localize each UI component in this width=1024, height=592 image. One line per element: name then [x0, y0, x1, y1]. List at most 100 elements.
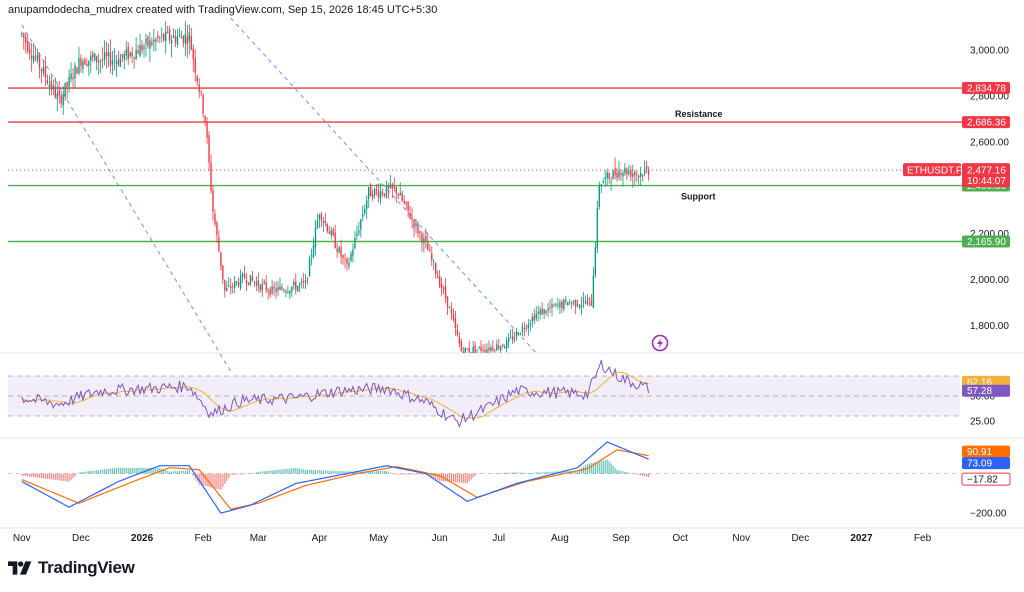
candle-body	[480, 346, 482, 351]
candle-body	[498, 345, 500, 349]
time-axis-label: Mar	[250, 533, 268, 544]
candle-body	[78, 58, 80, 74]
candle-body	[277, 287, 279, 291]
candle-body	[444, 286, 447, 299]
candle-body	[346, 258, 348, 264]
candle-body	[151, 41, 153, 45]
candle-body	[362, 214, 364, 218]
candle-body	[121, 54, 124, 58]
candle-body	[547, 308, 549, 311]
candle-body	[32, 55, 35, 62]
candle-body	[34, 56, 37, 58]
macd-line	[21, 441, 649, 514]
candle-body	[297, 285, 299, 291]
candle-body	[232, 286, 234, 288]
candle-body	[202, 94, 204, 114]
candle-body	[332, 229, 334, 236]
macd-value-badge-bg	[962, 445, 1010, 458]
candle-body	[545, 310, 547, 314]
price-axis-tick: 3,000.00	[970, 46, 1009, 57]
macd-signal-line	[21, 449, 649, 510]
candle-body	[70, 73, 72, 80]
candle-body	[529, 323, 532, 325]
candle-body	[391, 183, 394, 189]
candle-body	[208, 135, 210, 163]
macd-value-badge-bg	[962, 457, 1010, 470]
candle-body	[636, 174, 638, 176]
symbol-badge: ETHUSDT.P	[907, 165, 963, 176]
candle-body	[592, 275, 595, 309]
candle-body	[243, 273, 246, 279]
candle-body	[88, 60, 90, 66]
candle-body	[206, 122, 208, 138]
candle-body	[58, 90, 60, 96]
candle-body	[468, 347, 470, 353]
candle-body	[395, 187, 397, 194]
candle-body	[509, 336, 512, 338]
candle-body	[107, 51, 110, 56]
candle-body	[224, 279, 226, 291]
candle-body	[559, 302, 561, 308]
candle-body	[115, 61, 118, 64]
candle-body	[86, 63, 88, 66]
candle-body	[638, 175, 640, 178]
candle-body	[145, 38, 147, 44]
candle-body	[407, 201, 409, 211]
candle-body	[308, 258, 311, 277]
candle-body	[442, 288, 445, 289]
candle-body	[157, 35, 159, 38]
candle-body	[241, 274, 244, 277]
candle-body	[220, 251, 222, 267]
candle-body	[423, 237, 425, 244]
candle-body	[344, 259, 346, 260]
candle-body	[247, 282, 250, 285]
macd-hist-badge: −17.82	[967, 475, 998, 486]
candle-body	[555, 303, 557, 306]
candle-body	[103, 52, 106, 60]
candle-body	[105, 52, 108, 57]
resistance-label: Resistance	[675, 109, 723, 119]
candle-body	[166, 32, 169, 33]
rsi-ma-line	[21, 371, 649, 419]
candle-body	[571, 303, 573, 305]
candle-body	[168, 29, 171, 41]
candle-body	[474, 345, 476, 353]
candle-body	[645, 166, 648, 170]
candle-body	[99, 60, 102, 62]
candle-body	[259, 285, 261, 290]
resistance-price-badge: 2,686.36	[967, 118, 1006, 129]
candle-body	[133, 57, 135, 59]
candle-body	[527, 324, 530, 329]
candle-body	[159, 37, 161, 39]
candle-body	[271, 286, 273, 294]
tradingview-logo[interactable]: TradingView	[8, 558, 135, 578]
candle-body	[446, 296, 449, 308]
candle-body	[549, 307, 551, 309]
resistance-price-badge: 2,834.78	[967, 84, 1006, 95]
time-axis-label: Feb	[195, 533, 213, 544]
candle-body	[279, 286, 281, 290]
price-axis-tick: 2,800.00	[970, 92, 1009, 103]
candle-body	[30, 55, 33, 59]
lightning-icon[interactable]	[651, 334, 669, 352]
candle-body	[312, 245, 315, 258]
tradingview-logo-text: TradingView	[38, 558, 135, 577]
candle-body	[336, 248, 338, 252]
candle-body	[318, 214, 321, 220]
candle-body	[304, 280, 307, 283]
candle-body	[438, 276, 441, 287]
candle-body	[507, 338, 510, 343]
candle-body	[641, 175, 644, 177]
candle-body	[356, 233, 358, 236]
time-axis-label: Apr	[312, 533, 328, 544]
candle-body	[582, 300, 585, 303]
candle-body	[572, 300, 575, 303]
candle-body	[492, 347, 494, 351]
candle-body	[399, 192, 401, 196]
candle-body	[460, 341, 463, 352]
candle-body	[42, 66, 45, 74]
candle-body	[360, 219, 362, 230]
candlestick-series	[21, 20, 650, 353]
candle-body	[261, 283, 263, 290]
